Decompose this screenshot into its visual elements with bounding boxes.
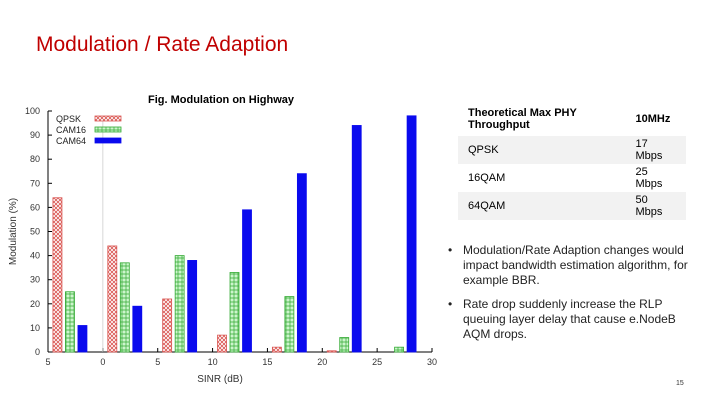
page-number: 15 [676, 380, 684, 387]
y-tick-label: 30 [30, 275, 40, 285]
bar-cam16 [65, 291, 75, 353]
bullet-icon: • [448, 297, 453, 311]
x-tick-label: 5 [155, 357, 160, 367]
x-tick-label: 10 [208, 357, 218, 367]
table-cell: 64QAM [458, 192, 626, 220]
table-row: 16QAM 25 Mbps [458, 164, 686, 192]
bar-qpsk [271, 346, 282, 353]
bullet-text: Modulation/Rate Adaption changes would i… [463, 243, 688, 287]
bar-qpsk [162, 298, 173, 353]
y-tick-label: 10 [30, 323, 40, 333]
table-cell: 25 Mbps [635, 166, 663, 190]
x-tick-label: 20 [317, 357, 327, 367]
y-tick-label: 80 [30, 154, 40, 164]
plot-frame [47, 111, 432, 353]
bullet-icon: • [448, 243, 453, 257]
bar-cam16 [339, 337, 350, 353]
y-tick-label: 50 [30, 227, 40, 237]
legend-swatch [94, 137, 122, 144]
y-tick-label: 40 [30, 251, 40, 261]
x-tick-label: 0 [100, 357, 105, 367]
table-header-row: Theoretical Max PHY Throughput 10MHz [458, 102, 686, 136]
x-tick-label: 15 [262, 357, 272, 367]
bar-cam64 [351, 125, 362, 353]
y-tick-label: 70 [30, 178, 40, 188]
bar-qpsk [52, 197, 63, 353]
bar-cam64 [132, 305, 143, 353]
y-tick-label: 60 [30, 202, 40, 212]
list-item: • Rate drop suddenly increase the RLP qu… [446, 297, 696, 342]
table-row: QPSK 17 Mbps [458, 136, 686, 164]
y-tick-label: 100 [25, 106, 40, 116]
bar-cam16 [394, 346, 404, 353]
table-cell: 17 Mbps [625, 136, 686, 164]
legend-label: QPSK [56, 114, 81, 124]
bar-qpsk [217, 334, 227, 353]
bars-group [52, 115, 417, 353]
bar-cam64 [406, 115, 417, 353]
legend-label: CAM64 [56, 136, 86, 146]
legend-swatch [94, 115, 122, 122]
bar-cam16 [284, 296, 295, 353]
list-item: • Modulation/Rate Adaption changes would… [446, 243, 696, 288]
bullet-list: • Modulation/Rate Adaption changes would… [446, 243, 696, 351]
x-axis-title: SINR (dB) [197, 374, 243, 385]
y-axis-title: Modulation (%) [8, 198, 19, 265]
figure-caption: Fig. Modulation on Highway [148, 94, 295, 106]
x-tick-label: 5 [45, 357, 50, 367]
bar-cam64 [296, 173, 307, 353]
bar-cam64 [77, 325, 88, 353]
bullet-text: Rate drop suddenly increase the RLP queu… [463, 297, 676, 341]
y-tick-label: 90 [30, 130, 40, 140]
table-cell: 50 Mbps [625, 192, 686, 220]
bar-qpsk [326, 350, 337, 353]
bar-cam64 [242, 209, 252, 353]
y-tick-label: 0 [35, 347, 40, 357]
slide-title: Modulation / Rate Adaption [36, 33, 289, 56]
bar-cam16 [229, 272, 240, 353]
bar-cam16 [119, 262, 130, 353]
table-cell: QPSK [458, 136, 626, 164]
table-header-cell: Theoretical Max PHY Throughput [468, 107, 577, 131]
bar-cam64 [187, 260, 198, 353]
table-cell: 16QAM [468, 172, 506, 184]
bar-qpsk [107, 245, 118, 353]
legend-label: CAM16 [56, 125, 86, 135]
x-tick-label: 30 [427, 357, 437, 367]
x-tick-label: 25 [372, 357, 382, 367]
bar-cam16 [174, 255, 185, 353]
table-row: 64QAM 50 Mbps [458, 192, 686, 220]
phy-throughput-table: Theoretical Max PHY Throughput 10MHz QPS… [458, 102, 686, 220]
y-tick-label: 20 [30, 299, 40, 309]
table-header-cell: 10MHz [635, 113, 671, 125]
legend-swatch [94, 126, 122, 133]
